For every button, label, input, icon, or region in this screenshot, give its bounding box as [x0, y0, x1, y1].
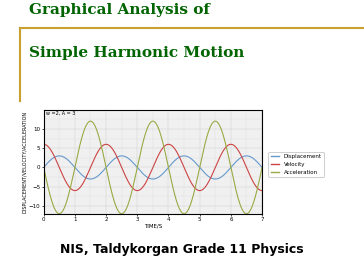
Text: w =2, A = 3: w =2, A = 3 [46, 111, 75, 116]
Text: NIS, Taldykorgan Grade 11 Physics: NIS, Taldykorgan Grade 11 Physics [60, 243, 304, 256]
Legend: Displacement, Velocity, Acceleration: Displacement, Velocity, Acceleration [269, 152, 324, 177]
Text: Simple Harmonic Motion: Simple Harmonic Motion [29, 45, 245, 60]
Y-axis label: DISPLACEMENT/VELOCITY/ACCELERATION: DISPLACEMENT/VELOCITY/ACCELERATION [22, 111, 27, 213]
X-axis label: TIME/S: TIME/S [144, 224, 162, 229]
Text: Graphical Analysis of: Graphical Analysis of [29, 3, 210, 17]
